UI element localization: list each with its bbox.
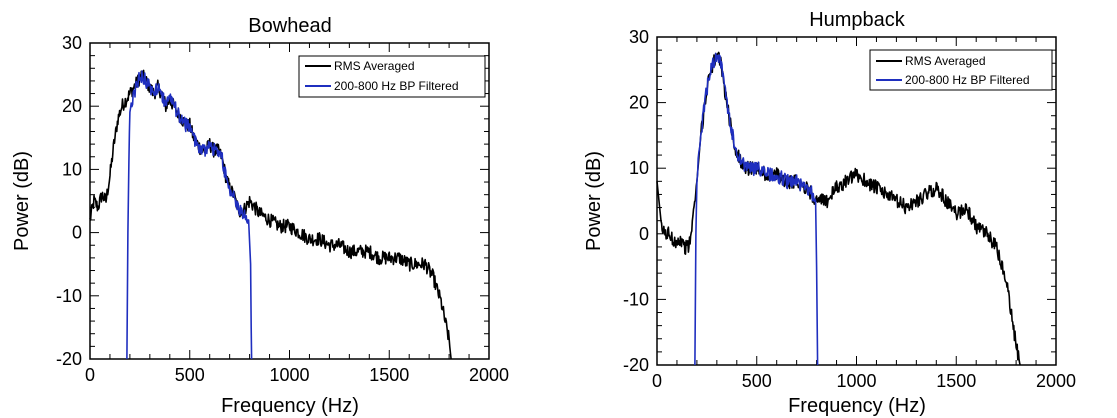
y-tick-label: 30 <box>629 27 649 47</box>
x-axis-label: Frequency (Hz) <box>221 395 359 417</box>
x-axis-label: Frequency (Hz) <box>788 395 926 417</box>
axis-ticks <box>89 42 490 360</box>
humpback-chart: Humpback 0 500 1000 1500 2000 -20 -10 0 10 20 30 R… <box>583 9 1076 417</box>
series-line-rms-averaged <box>656 51 1021 366</box>
y-tick-label: -10 <box>56 286 82 306</box>
legend-box <box>869 49 1053 91</box>
x-tick-label: 1500 <box>369 365 409 385</box>
x-tick-label: 0 <box>85 365 95 385</box>
y-tick-label: 20 <box>629 93 649 113</box>
y-tick-label: 30 <box>62 33 82 53</box>
series-lines <box>89 69 452 360</box>
x-tick-label: 1000 <box>836 371 876 391</box>
series-lines <box>656 51 1021 366</box>
chart-title: Humpback <box>809 9 906 31</box>
y-tick-label: 0 <box>72 223 82 243</box>
x-tick-label: 500 <box>742 371 772 391</box>
y-tick-label: -20 <box>56 349 82 369</box>
y-tick-label: -20 <box>623 355 649 375</box>
legend: RMS Averaged 200-800 Hz BP Filtered <box>298 55 486 98</box>
legend-box <box>298 55 486 98</box>
tick-labels: 0 500 1000 1500 2000 -20 -10 0 10 20 30 <box>56 33 509 385</box>
x-tick-label: 1500 <box>936 371 976 391</box>
legend-label-bp: 200-800 Hz BP Filtered <box>334 79 459 93</box>
series-line-bp-filtered <box>126 70 253 360</box>
y-tick-label: -10 <box>623 289 649 309</box>
series-line-bp-filtered <box>694 52 819 366</box>
axis-ticks <box>656 36 1057 366</box>
y-axis-label: Power (dB) <box>11 151 33 251</box>
x-tick-label: 2000 <box>1036 371 1076 391</box>
y-tick-label: 10 <box>629 158 649 178</box>
x-tick-label: 1000 <box>269 365 309 385</box>
legend-label-rms: RMS Averaged <box>905 54 986 68</box>
series-line-rms-averaged <box>89 69 452 360</box>
legend-label-rms: RMS Averaged <box>334 59 415 73</box>
y-tick-label: 10 <box>62 159 82 179</box>
x-tick-label: 0 <box>652 371 662 391</box>
legend: RMS Averaged 200-800 Hz BP Filtered <box>869 49 1053 91</box>
x-tick-label: 500 <box>175 365 205 385</box>
y-axis-label: Power (dB) <box>583 151 605 251</box>
x-tick-label: 2000 <box>469 365 509 385</box>
legend-label-bp: 200-800 Hz BP Filtered <box>905 73 1030 87</box>
y-tick-label: 0 <box>639 224 649 244</box>
tick-labels: 0 500 1000 1500 2000 -20 -10 0 10 20 30 <box>623 27 1076 391</box>
bowhead-chart: Bowhead 0 500 1000 1500 2000 -20 -10 0 10 20 30 RM… <box>11 15 509 417</box>
y-tick-label: 20 <box>62 96 82 116</box>
chart-title: Bowhead <box>248 15 331 37</box>
